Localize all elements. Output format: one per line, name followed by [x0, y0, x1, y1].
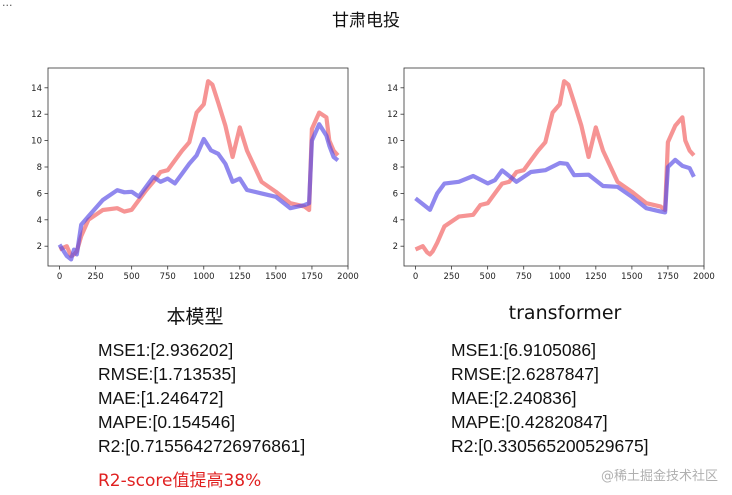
- left-metric-r2: R2:[0.7155642726976861]: [98, 436, 306, 456]
- y-tick-label: 14: [387, 84, 398, 94]
- left-chart: 0 250 500 750 1000 1250 1500 1750 2000 2 4 6 8 10 12 14: [31, 67, 359, 282]
- y-tick-label: 10: [387, 137, 398, 147]
- y-tick-label: 10: [31, 137, 42, 147]
- left-metric-mae: MAE:[1.246472]: [98, 388, 224, 408]
- x-tick-label: 0: [413, 272, 418, 282]
- x-tick-label: 750: [516, 272, 532, 282]
- y-tick-label: 12: [31, 110, 42, 120]
- y-tick-label: 6: [393, 189, 398, 199]
- y-tick-label: 4: [37, 216, 42, 226]
- x-tick-label: 250: [443, 272, 459, 282]
- right-metric-mape: MAPE:[0.42820847]: [451, 412, 608, 432]
- left-metric-mse: MSE1:[2.936202]: [98, 340, 234, 360]
- right-metric-r2: R2:[0.330565200529675]: [451, 436, 649, 456]
- y-tick-label: 2: [393, 242, 398, 252]
- corner-text: ...: [2, 0, 13, 9]
- watermark: @稀土掘金技术社区: [600, 469, 718, 484]
- y-tick-label: 2: [37, 242, 42, 252]
- right-metric-mae: MAE:[2.240836]: [451, 388, 577, 408]
- x-tick-label: 250: [87, 272, 103, 282]
- right-chart: 0 250 500 750 1000 1250 1500 1750 2000 2 4 6 8 10 12 14: [387, 67, 715, 282]
- right-metric-rmse: RMSE:[2.6287847]: [451, 364, 599, 384]
- y-tick-label: 8: [393, 163, 398, 173]
- x-tick-label: 1250: [585, 272, 607, 282]
- y-tick-label: 4: [393, 216, 398, 226]
- x-tick-label: 2000: [693, 272, 715, 282]
- right-metric-mse: MSE1:[6.9105086]: [451, 340, 596, 360]
- x-tick-label: 1750: [301, 272, 323, 282]
- series-line-1: [414, 157, 696, 215]
- improvement-note: R2-score值提高38%: [98, 471, 262, 491]
- page-title: 甘肃电投: [332, 11, 400, 31]
- left-metric-rmse: RMSE:[1.713535]: [98, 364, 237, 384]
- left-metrics: MSE1:[2.936202] RMSE:[1.713535] MAE:[1.2…: [98, 338, 305, 458]
- series-line-1: [57, 122, 340, 262]
- x-tick-label: 1000: [549, 272, 571, 282]
- y-tick-label: 8: [37, 163, 42, 173]
- y-tick-label: 14: [31, 84, 42, 94]
- x-tick-label: 500: [480, 272, 496, 282]
- x-tick-label: 1500: [621, 272, 643, 282]
- left-metric-mape: MAPE:[0.154546]: [98, 412, 236, 432]
- left-caption: 本模型: [166, 306, 224, 328]
- x-tick-label: 500: [124, 272, 140, 282]
- y-tick-label: 6: [37, 189, 42, 199]
- x-tick-label: 1500: [265, 272, 287, 282]
- y-tick-label: 12: [387, 110, 398, 120]
- x-tick-label: 2000: [337, 272, 359, 282]
- x-tick-label: 750: [160, 272, 176, 282]
- x-tick-label: 1250: [229, 272, 251, 282]
- x-tick-label: 0: [57, 272, 62, 282]
- x-tick-label: 1750: [657, 272, 679, 282]
- right-metrics: MSE1:[6.9105086] RMSE:[2.6287847] MAE:[2…: [451, 338, 649, 458]
- series-line-0: [58, 79, 340, 259]
- plot-frame: [47, 67, 349, 267]
- x-tick-label: 1000: [193, 272, 215, 282]
- right-caption: transformer: [508, 302, 622, 324]
